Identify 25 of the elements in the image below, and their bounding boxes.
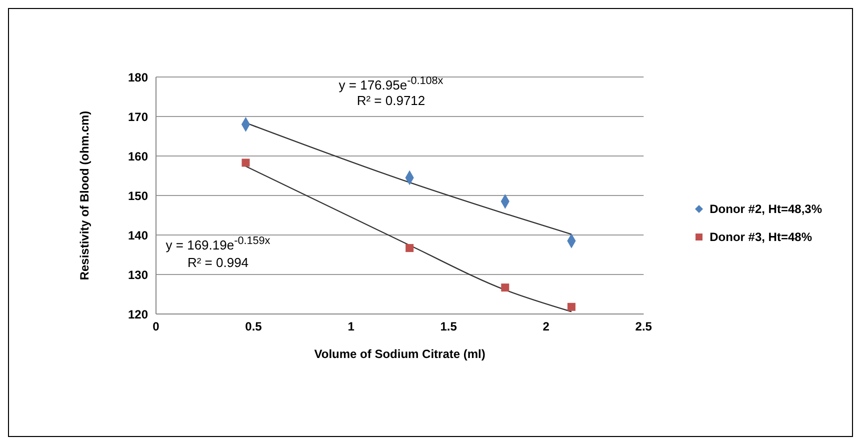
- y-tick-label: 180: [128, 70, 148, 84]
- equation-note: R² = 0.9712: [356, 93, 426, 108]
- y-tick-label: 170: [128, 110, 148, 124]
- legend-label: Donor #3, Ht=48%: [710, 230, 812, 244]
- x-tick-label: 2: [542, 320, 550, 334]
- y-tick-label: 120: [128, 307, 148, 322]
- legend-label: Donor #2, Ht=48,3%: [710, 202, 822, 216]
- y-tick-label: 160: [128, 149, 148, 164]
- x-tick-label: 1: [348, 320, 355, 334]
- point: [406, 244, 414, 252]
- y-axis-title: Resistivity of Blood (ohm.cm): [77, 110, 92, 280]
- point: [501, 284, 510, 292]
- x-tick-label: 0.5: [245, 320, 262, 334]
- point: [567, 302, 576, 311]
- equation-note: y = 176.95e$^{-0.108x}$: [338, 75, 444, 92]
- equation-note: y = 169.19e$^{-0.159x}$: [166, 235, 270, 252]
- y-tick-label: 130: [128, 268, 148, 282]
- y-tick-label: 150: [128, 188, 148, 203]
- x-axis-title: Volume of Sodium Citrate (ml): [314, 347, 486, 361]
- x-tick-label: 1.5: [440, 320, 458, 334]
- x-tick-label: 2.5: [635, 320, 652, 334]
- x-tick-label: 0: [152, 320, 160, 334]
- point: [242, 158, 250, 167]
- equation-note: R² = 0.994: [187, 255, 249, 270]
- y-tick-label: 140: [128, 228, 148, 242]
